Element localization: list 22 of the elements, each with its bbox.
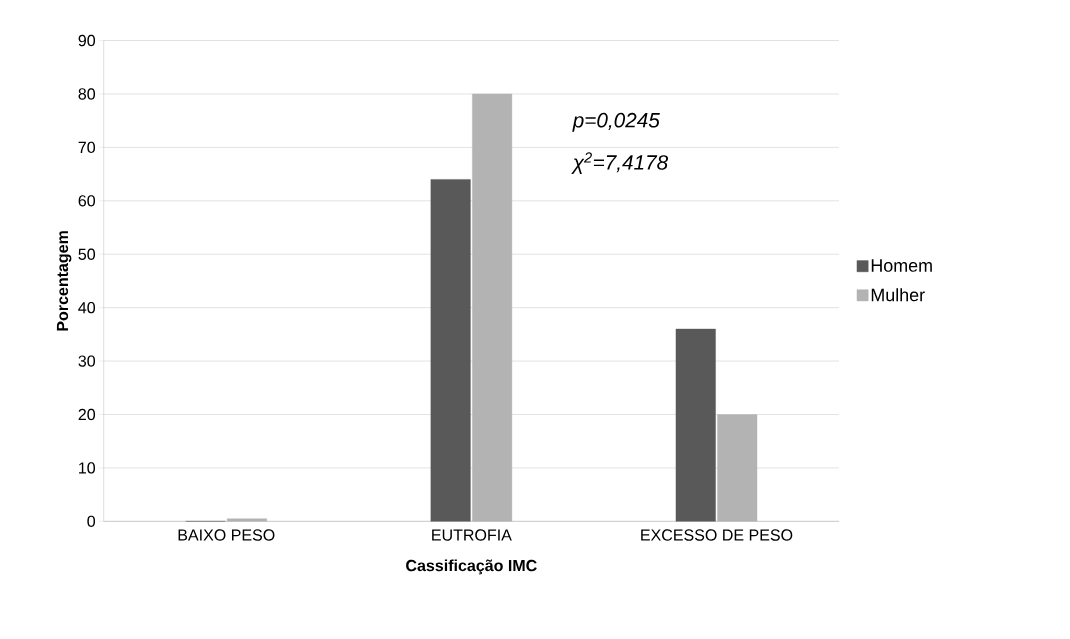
y-tick-label: 30 — [78, 355, 96, 367]
annotation: p=0,0245 — [572, 112, 660, 132]
x-tick-label: EXCESSO DE PESO — [641, 529, 793, 541]
annotation: χ$^{2}$=7,4178 — [571, 152, 669, 174]
y-tick-label: 50 — [78, 248, 96, 260]
y-tick-label: 70 — [78, 141, 96, 153]
x-tick-label: BAIXO PESO — [178, 529, 275, 541]
bar — [675, 328, 716, 522]
x-axis-title: Cassificação IMC — [406, 559, 537, 575]
bar — [227, 518, 267, 522]
legend-label: Mulher — [871, 288, 925, 302]
y-tick-label: 40 — [78, 301, 96, 314]
y-tick-label: 20 — [78, 408, 96, 421]
bar — [430, 179, 471, 522]
y-axis-title: Porcentagem — [56, 231, 72, 331]
y-tick-label: 80 — [78, 88, 96, 100]
x-tick-label: EUTROFIA — [432, 529, 512, 541]
y-tick-label: 0 — [87, 515, 96, 527]
legend-label: Homem — [871, 259, 932, 272]
y-tick-label: 90 — [78, 34, 96, 47]
y-tick-label: 10 — [79, 462, 96, 474]
y-tick-label: 60 — [78, 195, 96, 207]
